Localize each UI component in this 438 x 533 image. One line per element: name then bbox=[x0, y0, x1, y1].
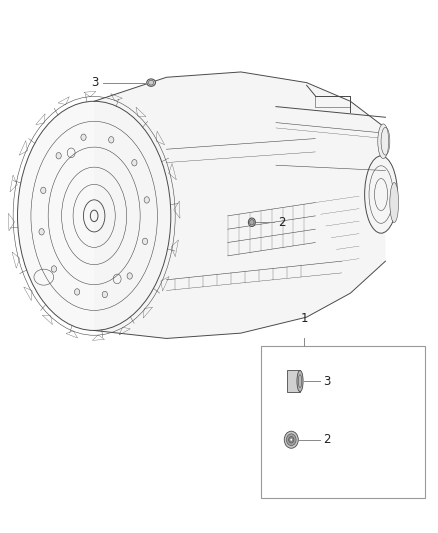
Ellipse shape bbox=[41, 187, 46, 193]
Ellipse shape bbox=[378, 124, 389, 159]
Ellipse shape bbox=[51, 266, 57, 272]
Text: 1: 1 bbox=[300, 312, 308, 325]
Ellipse shape bbox=[290, 439, 292, 441]
Ellipse shape bbox=[109, 136, 114, 143]
Bar bbox=[287, 370, 300, 392]
Ellipse shape bbox=[132, 159, 137, 166]
Ellipse shape bbox=[284, 431, 298, 448]
Bar bbox=[315, 96, 350, 107]
Ellipse shape bbox=[286, 434, 296, 446]
Ellipse shape bbox=[127, 273, 132, 279]
Ellipse shape bbox=[248, 218, 255, 227]
Ellipse shape bbox=[74, 289, 80, 295]
Ellipse shape bbox=[147, 79, 155, 86]
Ellipse shape bbox=[102, 292, 107, 298]
Ellipse shape bbox=[297, 370, 303, 392]
Ellipse shape bbox=[18, 101, 171, 330]
Ellipse shape bbox=[56, 152, 61, 159]
Text: 2: 2 bbox=[323, 433, 330, 446]
Ellipse shape bbox=[390, 182, 399, 223]
Text: 2: 2 bbox=[278, 216, 286, 229]
Polygon shape bbox=[94, 72, 385, 338]
Ellipse shape bbox=[289, 437, 294, 443]
Ellipse shape bbox=[81, 134, 86, 140]
Bar bbox=[261, 346, 425, 498]
Ellipse shape bbox=[39, 229, 44, 235]
Ellipse shape bbox=[364, 156, 398, 233]
Text: 3: 3 bbox=[91, 76, 99, 89]
Ellipse shape bbox=[144, 197, 149, 203]
Ellipse shape bbox=[142, 238, 148, 245]
Text: 3: 3 bbox=[323, 375, 330, 387]
Ellipse shape bbox=[250, 220, 254, 225]
